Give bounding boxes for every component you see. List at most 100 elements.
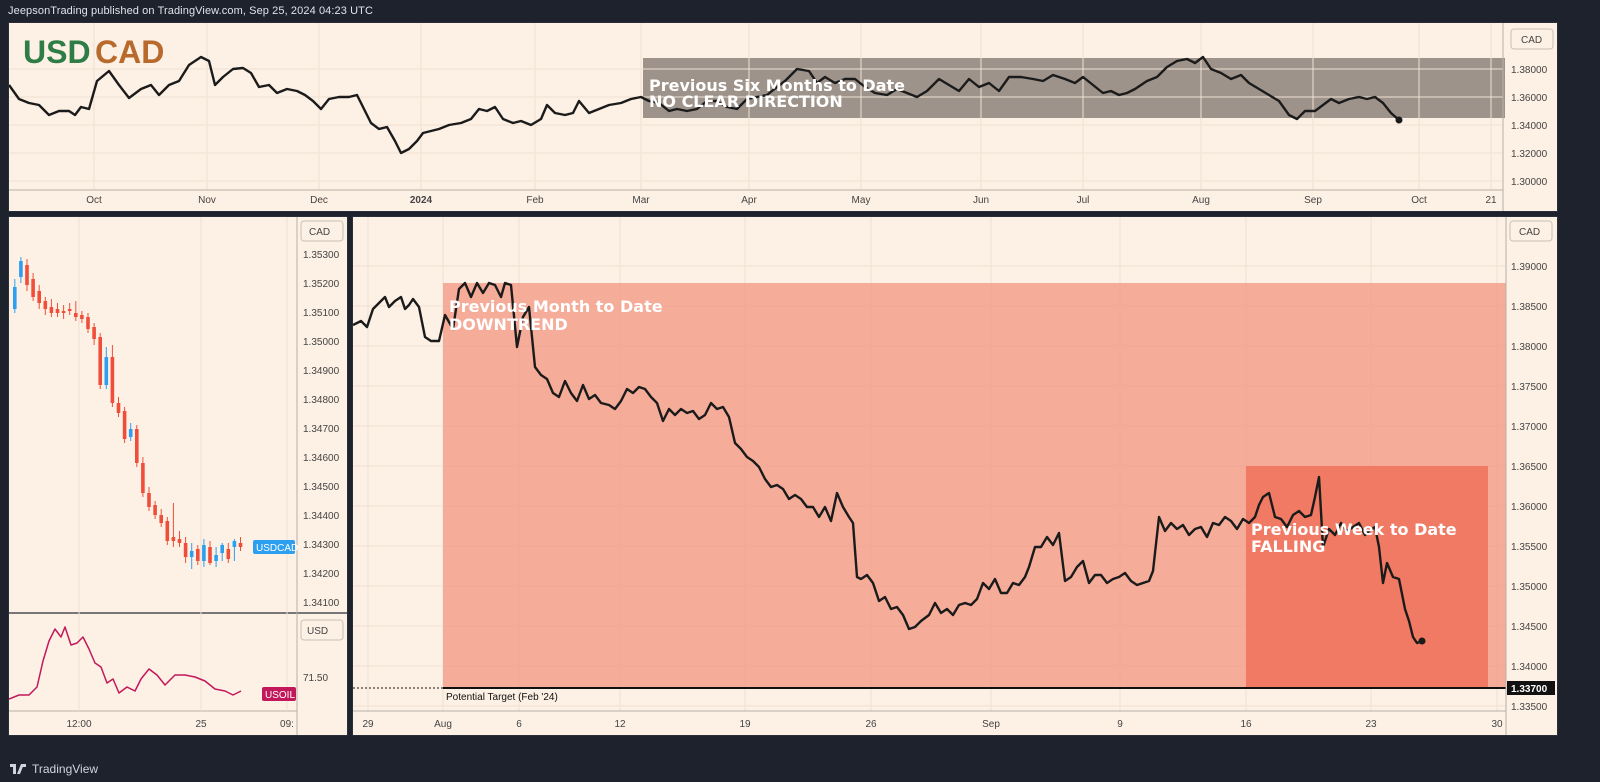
main-price-tick: 1.38500 xyxy=(1511,302,1548,313)
main-price-tick: 1.38000 xyxy=(1511,342,1548,353)
candle-body xyxy=(25,265,29,285)
left-price-tick: 1.35300 xyxy=(303,250,340,261)
top-time-tick: Feb xyxy=(526,195,544,206)
left-price-tick: 1.34100 xyxy=(303,598,340,609)
candle-body xyxy=(153,505,157,515)
left-price-tick: 1.34300 xyxy=(303,540,340,551)
main-time-tick: 9 xyxy=(1117,719,1123,730)
top-time-tick: Jul xyxy=(1077,195,1090,206)
left-price-tick: 1.34400 xyxy=(303,511,340,522)
left-price-tick: 1.35100 xyxy=(303,308,340,319)
main-price-tick: 1.34500 xyxy=(1511,622,1548,633)
main-price-tick: 1.36000 xyxy=(1511,502,1548,513)
candle-body xyxy=(189,551,194,557)
candle-body xyxy=(43,301,48,309)
main-price-tick: 1.33500 xyxy=(1511,702,1548,713)
candle-body xyxy=(116,403,121,413)
usoil-price-tag xyxy=(262,687,296,701)
top-time-tick: 2024 xyxy=(410,195,433,206)
candle-body xyxy=(49,307,54,313)
top-chart-panel[interactable]: Previous Six Months to Date NO CLEAR DIR… xyxy=(8,22,1558,212)
top-time-tick: Mar xyxy=(632,195,650,206)
footer: TradingView xyxy=(10,762,98,776)
candle-body xyxy=(98,337,102,385)
main-price-line xyxy=(353,281,1423,645)
usoil-tag-label: USOIL xyxy=(265,690,295,701)
top-time-tick: May xyxy=(852,195,871,206)
main-time-tick: 16 xyxy=(1240,719,1252,730)
left-price-tick: 1.34600 xyxy=(303,453,340,464)
top-price-tick: 1.30000 xyxy=(1511,177,1548,188)
candle-body xyxy=(214,555,218,561)
tradingview-logo-icon xyxy=(10,764,26,774)
candle-body xyxy=(86,317,90,329)
candle-body xyxy=(147,493,151,507)
top-time-tick: Nov xyxy=(198,195,216,206)
left-currency-label: CAD xyxy=(309,227,330,238)
oil-currency-label: USD xyxy=(307,626,328,637)
top-line-chart[interactable]: Previous Six Months to Date NO CLEAR DIR… xyxy=(9,23,1557,211)
main-time-tick: Aug xyxy=(434,719,452,730)
target-label: Potential Target (Feb '24) xyxy=(446,692,558,703)
candle-body xyxy=(61,311,66,313)
left-chart-panel[interactable]: 1.35300 1.35200 1.35100 1.35000 1.34900 1.348… xyxy=(8,216,348,736)
main-time-tick: 6 xyxy=(516,719,522,730)
top-time-tick: Oct xyxy=(86,195,102,206)
usdcad-tag-label: USDCAD xyxy=(256,543,298,554)
candle-body xyxy=(165,521,170,541)
box-label-six-months: Previous Six Months to Date xyxy=(649,76,905,95)
candle-body xyxy=(232,541,237,547)
main-price-tick: 1.35000 xyxy=(1511,582,1548,593)
candle-body xyxy=(238,543,243,547)
oil-tick: 71.50 xyxy=(303,673,328,684)
candle-body xyxy=(80,315,84,319)
candle-body xyxy=(177,539,182,543)
candle-body xyxy=(171,537,176,541)
candle-body xyxy=(128,429,133,437)
left-price-tick: 1.35200 xyxy=(303,279,340,290)
candle-body xyxy=(135,429,139,463)
top-time-tick: Sep xyxy=(1304,195,1322,206)
main-time-tick: 23 xyxy=(1365,719,1377,730)
candle-body xyxy=(141,463,145,493)
usoil-line xyxy=(9,626,242,700)
candle-body xyxy=(74,313,78,317)
top-time-tick: 21 xyxy=(1485,195,1497,206)
top-price-line xyxy=(9,55,1400,155)
left-price-tick: 1.34800 xyxy=(303,395,340,406)
left-candle-chart[interactable]: 1.35300 1.35200 1.35100 1.35000 1.34900 1.348… xyxy=(9,217,347,735)
main-last-point xyxy=(1418,637,1426,645)
main-time-tick: Sep xyxy=(982,719,1000,730)
main-chart-panel[interactable]: Previous Month to Date DOWNTREND Previou… xyxy=(352,216,1558,736)
top-price-tick: 1.36000 xyxy=(1511,93,1548,104)
candle-body xyxy=(122,411,127,439)
main-time-tick: 12 xyxy=(614,719,626,730)
candle-body xyxy=(13,287,17,309)
main-time-tick: 30 xyxy=(1491,719,1503,730)
main-price-tick: 1.37500 xyxy=(1511,382,1548,393)
main-price-tick: 1.35500 xyxy=(1511,542,1548,553)
main-line-chart[interactable]: Previous Month to Date DOWNTREND Previou… xyxy=(353,217,1557,735)
top-time-tick: Oct xyxy=(1411,195,1427,206)
main-price-tick: 1.37000 xyxy=(1511,422,1548,433)
candle-body xyxy=(92,327,96,339)
main-time-tick: 19 xyxy=(739,719,751,730)
candle-body xyxy=(208,547,212,563)
candle-body xyxy=(226,549,231,559)
tradingview-brand: TradingView xyxy=(32,762,99,776)
candle-body xyxy=(31,279,35,297)
candle-body xyxy=(19,261,23,277)
publish-header: JeepsonTrading published on TradingView.… xyxy=(8,5,374,17)
title-cad: CAD xyxy=(95,34,164,70)
top-price-tick: 1.32000 xyxy=(1511,149,1548,160)
left-price-tick: 1.35000 xyxy=(303,337,340,348)
left-time-tick: 25 xyxy=(195,719,207,730)
main-price-tick: 1.36500 xyxy=(1511,462,1548,473)
left-price-tick: 1.34900 xyxy=(303,366,340,377)
top-time-tick: Aug xyxy=(1192,195,1210,206)
main-currency-label: CAD xyxy=(1519,227,1540,238)
target-price-tag xyxy=(1507,681,1555,695)
candle-body xyxy=(202,545,206,561)
box-label-week: Previous Week to Date xyxy=(1251,520,1457,539)
top-last-point xyxy=(1395,116,1403,124)
